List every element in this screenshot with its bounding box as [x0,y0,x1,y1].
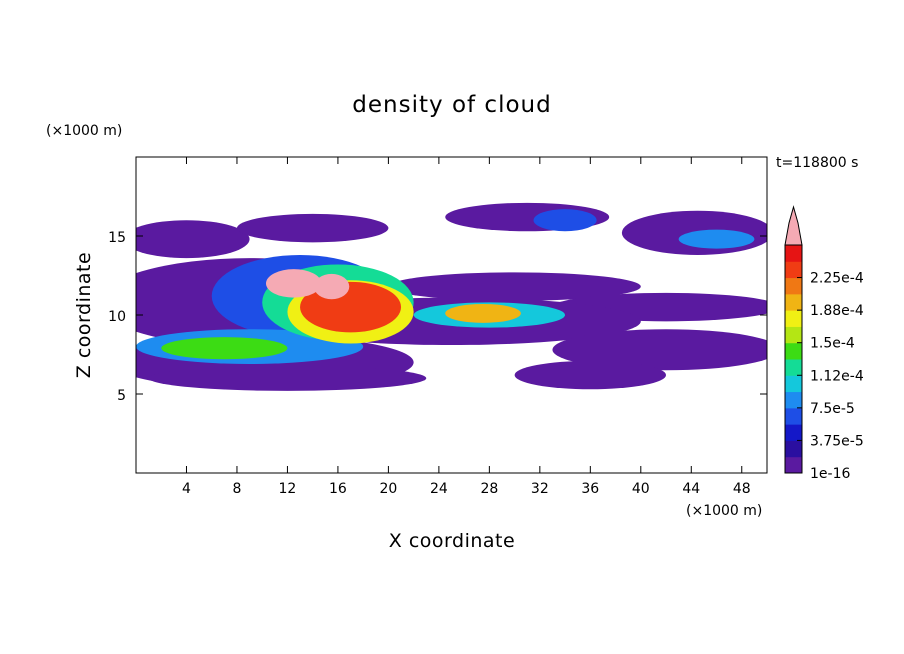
density-region [136,220,250,259]
y-tick-label: 15 [108,230,126,246]
colorbar-swatch [785,293,802,311]
y-axis-ticks: 5 10 15 [108,230,767,404]
colorbar-swatch [785,342,802,360]
colorbar-tick-label: 2.25e-4 [810,271,864,287]
colorbar-overflow-arrow [784,205,803,246]
density-region [148,365,427,391]
x-tick-label: 8 [232,481,241,497]
density-region [678,229,755,249]
x-tick-label: 16 [329,481,347,497]
colorbar-tick-label: 1.12e-4 [810,368,864,384]
x-tick-label: 24 [430,481,448,497]
density-region [388,272,641,301]
x-tick-label: 12 [279,481,297,497]
colorbar-swatch [785,375,802,393]
x-tick-label: 4 [182,481,191,497]
x-axis-label: X coordinate [389,530,515,552]
colorbar-swatch [785,359,802,376]
y-axis-unit: (×1000 m) [46,123,122,139]
x-tick-label: 20 [379,481,397,497]
chart-title: density of cloud [352,92,551,118]
colorbar-tick-label: 7.5e-5 [810,401,855,417]
density-region [552,329,767,371]
density-region [265,269,322,298]
colorbar-swatch [785,310,802,327]
colorbar-tick-label: 3.75e-5 [810,433,864,449]
colorbar-swatch [785,456,802,474]
x-tick-label: 44 [682,481,700,497]
x-axis-ticks: 4 8 12 16 20 24 28 32 36 40 44 48 [182,157,751,497]
density-region [445,303,521,323]
colorbar-tick-label: 1.5e-4 [810,336,855,352]
x-tick-label: 40 [632,481,650,497]
x-tick-label: 36 [581,481,599,497]
colorbar-tick-label: 1e-16 [810,466,850,482]
density-region [161,337,288,360]
x-tick-label: 32 [531,481,549,497]
colorbar-swatch [785,326,802,344]
density-region [236,213,389,243]
density-region [533,209,597,232]
plot-frame [135,156,768,474]
colorbar-swatch [785,261,802,279]
x-axis-unit: (×1000 m) [686,503,762,519]
x-tick-label: 48 [733,481,751,497]
colorbar-swatch [785,407,802,425]
density-region [313,273,350,300]
y-tick-label: 5 [117,388,126,404]
colorbar-tick-label: 1.88e-4 [810,303,864,319]
y-tick-label: 10 [108,309,126,325]
colorbar-swatch [785,245,802,262]
time-label: t=118800 s [776,155,858,171]
colorbar: 1e-16 3.75e-5 7.5e-5 1.12e-4 1.5e-4 1.88e-4 2.… [784,205,864,482]
y-axis-label: Z coordinate [73,252,95,378]
density-field [136,202,767,391]
colorbar-swatch [785,440,802,458]
density-region [514,360,667,390]
colorbar-swatch [785,424,802,441]
colorbar-swatch [785,391,802,409]
x-tick-label: 28 [480,481,498,497]
colorbar-swatch [785,277,802,295]
